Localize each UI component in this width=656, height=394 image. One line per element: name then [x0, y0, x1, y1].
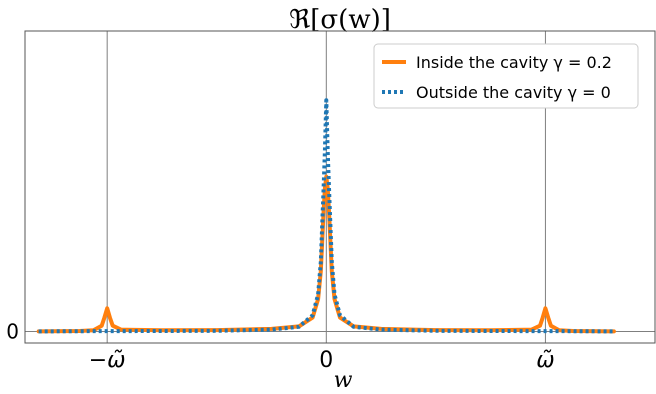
- legend-box: [373, 43, 639, 109]
- plot-frame: [24, 30, 656, 344]
- y-tick-label-0: 0: [6, 319, 19, 343]
- x-axis-label: w: [334, 368, 353, 393]
- legend-label-inside: Inside the cavity γ = 0.2: [416, 53, 612, 72]
- y-tick-labels: 0: [6, 319, 19, 343]
- legend: Inside the cavity γ = 0.2 Outside the ca…: [373, 43, 639, 109]
- series-line-inside-cavity: [36, 174, 616, 334]
- x-tick-label-0: −ω̃: [89, 348, 126, 373]
- x-tick-label-2: ω̃: [536, 348, 554, 373]
- legend-label-outside: Outside the cavity γ = 0: [416, 83, 611, 102]
- series-line-outside-cavity: [38, 98, 614, 334]
- x-tick-label-1: 0: [319, 348, 333, 373]
- series-layer: [36, 98, 616, 334]
- x-tick-labels: −ω̃ 0 ω̃: [89, 348, 555, 373]
- chart-title: ℜ[σ(w)]: [289, 5, 391, 35]
